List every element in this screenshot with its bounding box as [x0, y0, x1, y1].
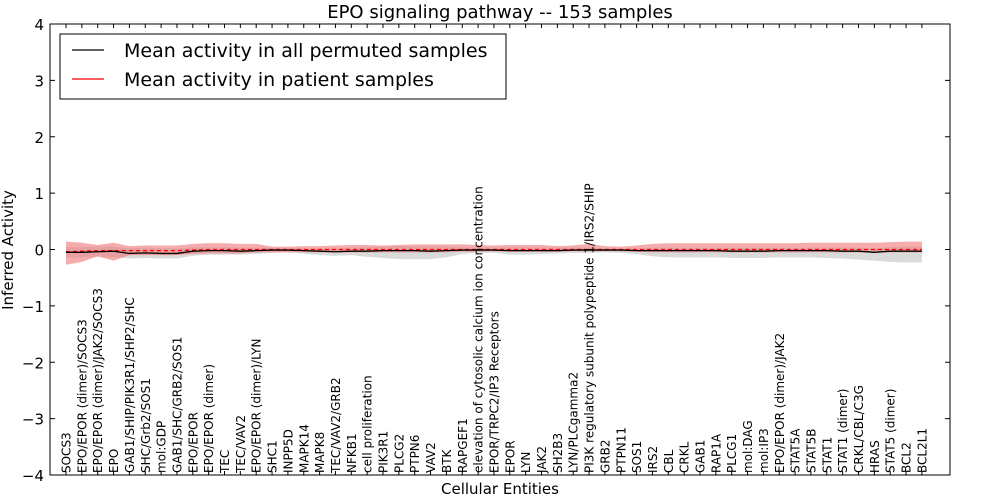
x-tick-label: HRAS [868, 440, 882, 473]
x-tick-label: EPO/EPOR (dimer) [202, 364, 216, 473]
x-tick-label: PTPN11 [614, 427, 628, 473]
x-tick-label: IRS2 [646, 446, 660, 473]
x-tick-label: EPO [107, 449, 121, 473]
x-tick-label: TEC/VAV2/GRB2 [329, 377, 343, 474]
x-tick-label: SHC1 [266, 440, 280, 473]
x-tick-label: JAK2 [535, 446, 549, 474]
legend-label-patient: Mean activity in patient samples [124, 69, 434, 91]
x-tick-label: BCL2L1 [915, 428, 929, 473]
x-tick-label: cell proliferation [361, 375, 375, 473]
x-tick-label: GAB1/SHIP/PIK3R1/SHP2/SHC [123, 297, 137, 473]
x-tick-label: EPO/EPOR (dimer)/JAK2/SOCS3 [91, 288, 105, 473]
x-tick-label: PIK3R1 [377, 431, 391, 473]
band-patient [66, 241, 922, 265]
x-tick-label: EPO/EPOR [186, 412, 200, 473]
y-tick-label: −2 [22, 354, 44, 372]
x-tick-label: LYN [519, 452, 533, 473]
y-axis-label: Inferred Activity [0, 190, 17, 310]
legend-label-permuted: Mean activity in all permuted samples [124, 40, 487, 62]
x-tick-label: EPO/EPOR (dimer)/JAK2 [773, 333, 787, 473]
x-tick-label: CRKL [678, 441, 692, 473]
chart-title: EPO signaling pathway -- 153 samples [327, 2, 673, 23]
y-tick-label: 0 [34, 242, 44, 260]
x-tick-label: MAPK14 [297, 424, 311, 473]
x-tick-label: PTPN6 [408, 435, 422, 473]
x-tick-label: TEC/VAV2 [234, 415, 248, 474]
x-tick-label: GAB1 [694, 440, 708, 473]
x-tick-label: LYN/PLCgamma2 [567, 372, 581, 473]
series-lines [65, 248, 922, 255]
x-tick-label: NFKB1 [345, 433, 359, 473]
x-tick-label: mol:IP3 [757, 428, 771, 473]
x-tick-label: STAT1 (dimer) [836, 389, 850, 473]
x-tick-label: SHC/Grb2/SOS1 [139, 378, 153, 473]
x-tick-label: RAPGEF1 [456, 418, 470, 473]
x-tick-label: STAT5A [789, 428, 803, 473]
x-axis: SOCS3 EPO/EPOR (dimer)/SOCS3 EPO/EPOR (dim… [60, 24, 929, 475]
y-tick-label: 4 [34, 16, 44, 34]
x-tick-label: BTK [440, 448, 454, 473]
x-tick-label: PLCG2 [392, 434, 406, 473]
x-tick-label: CBL [662, 449, 676, 473]
x-tick-label: SOCS3 [60, 432, 74, 473]
y-axis: 4 3 2 1 0 −1 −2 −3 −4 [22, 16, 950, 485]
x-tick-label: PLCG1 [725, 434, 739, 473]
x-tick-label: SH2B3 [551, 433, 565, 473]
x-tick-label: MAPK8 [313, 432, 327, 473]
x-tick-label: PI3K regulatory subunit polypeptide 1/IR… [583, 183, 597, 473]
x-tick-label: SOS1 [630, 441, 644, 473]
x-tick-label: INPP5D [281, 429, 295, 473]
x-tick-label: VAV2 [424, 442, 438, 473]
y-tick-label: 1 [34, 185, 44, 203]
y-tick-label: 2 [34, 129, 44, 147]
x-axis-label: Cellular Entities [441, 480, 559, 498]
x-tick-label: mol:DAG [741, 420, 755, 473]
x-tick-label: STAT5B [804, 429, 818, 474]
x-tick-label: EPOR [503, 440, 517, 473]
x-tick-label: CRKL/CBL/C3G [852, 385, 866, 473]
x-tick-label: TEC [218, 450, 232, 474]
x-tick-label: elevation of cytosolic calcium ion conce… [472, 186, 486, 473]
x-tick-label: mol:GDP [155, 421, 169, 473]
legend: Mean activity in all permuted samples Me… [59, 33, 507, 100]
x-tick-label: EPO/EPOR (dimer)/LYN [250, 339, 264, 473]
x-tick-label: BCL2 [900, 442, 914, 473]
x-tick-label: GRB2 [598, 439, 612, 473]
x-tick-label: GAB1/SHC/GRB2/SOS1 [170, 337, 184, 473]
series-line-permuted [66, 249, 922, 255]
y-tick-label: 3 [34, 72, 44, 90]
y-tick-label: −1 [22, 298, 44, 316]
y-tick-label: −3 [22, 411, 44, 429]
x-tick-label: STAT1 [820, 437, 834, 473]
legend-box [59, 33, 507, 100]
x-tick-label: STAT5 (dimer) [884, 389, 898, 473]
x-tick-label: EPO/EPOR (dimer)/SOCS3 [75, 319, 89, 473]
x-tick-label: EPOR/TRPC2/IP3 Receptors [487, 311, 501, 473]
x-tick-label: RAP1A [709, 433, 723, 473]
y-tick-label: −4 [22, 467, 44, 485]
